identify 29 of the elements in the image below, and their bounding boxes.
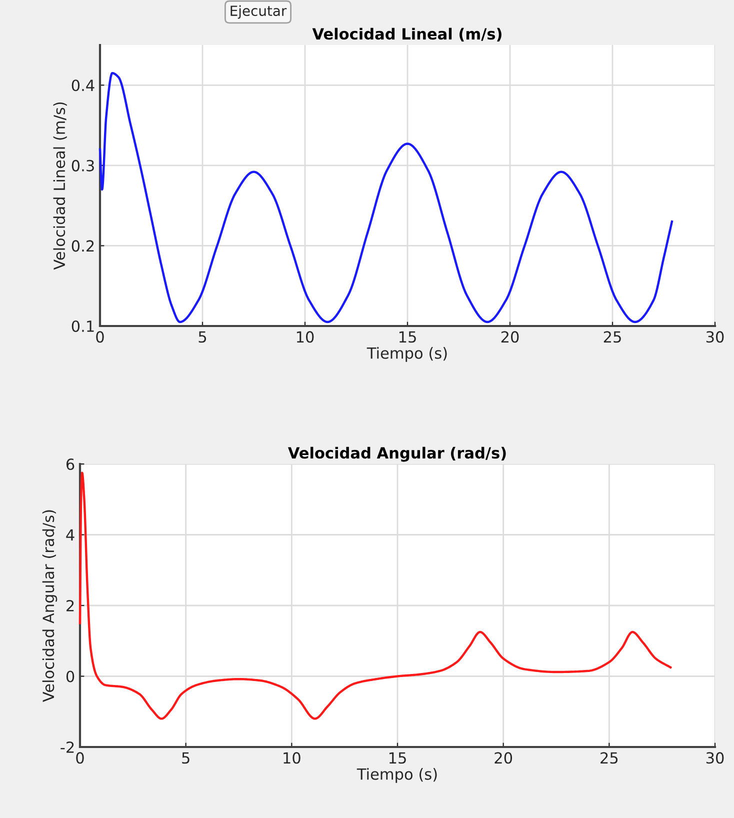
- x-tick-label: 30: [706, 331, 724, 343]
- x-tick-label: 15: [399, 331, 416, 343]
- y-axis-title: Velocidad Angular (rad/s): [42, 510, 58, 702]
- y-tick-label: 0.1: [72, 320, 94, 332]
- y-tick-label: 6: [66, 458, 74, 470]
- x-tick-label: 5: [182, 752, 190, 764]
- y-tick-label: 0.3: [72, 160, 94, 172]
- y-tick-label: 0.4: [72, 80, 94, 92]
- y-tick-label: 4: [66, 529, 74, 541]
- x-tick-label: 10: [284, 752, 300, 764]
- chart-title: Velocidad Lineal (m/s): [312, 28, 502, 42]
- text: Ejecutar: [230, 5, 287, 19]
- x-tick-label: 20: [494, 752, 512, 764]
- x-tick-label: 10: [296, 331, 314, 343]
- x-tick-label: 5: [198, 331, 206, 343]
- x-tick-label: 30: [706, 752, 724, 764]
- y-tick-label: 0: [66, 670, 74, 682]
- y-tick-label: 0.2: [72, 240, 94, 252]
- x-tick-label: 25: [604, 331, 621, 343]
- x-tick-label: 0: [96, 331, 104, 343]
- x-tick-label: 25: [600, 752, 618, 764]
- y-tick-label: -2: [60, 741, 74, 753]
- x-tick-label: 20: [501, 331, 519, 343]
- y-axis-title: Velocidad Lineal (m/s): [53, 102, 67, 270]
- chart-title: Velocidad Angular (rad/s): [288, 446, 506, 462]
- x-axis-title: Tiempo (s): [356, 768, 437, 783]
- y-tick-label: 2: [66, 600, 74, 612]
- x-tick-label: 15: [389, 752, 406, 764]
- x-axis-title: Tiempo (s): [366, 347, 447, 362]
